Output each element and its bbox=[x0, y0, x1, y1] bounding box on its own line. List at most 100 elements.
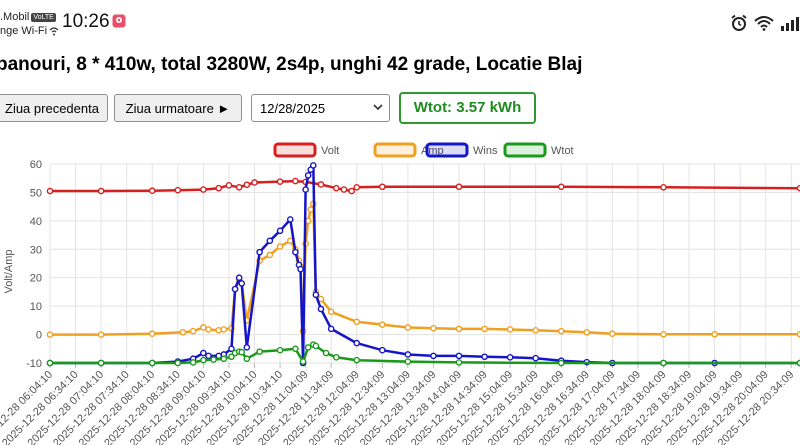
data-point-wins bbox=[215, 352, 223, 360]
data-point-amp bbox=[430, 325, 437, 332]
next-day-button[interactable]: Ziua urmatoare ► bbox=[114, 94, 242, 122]
data-point-wins bbox=[235, 274, 243, 282]
data-point-wins bbox=[238, 280, 246, 287]
data-point-amp bbox=[353, 318, 361, 326]
data-point-volt bbox=[340, 186, 348, 193]
data-point-amp bbox=[557, 327, 565, 335]
data-point-volt bbox=[235, 184, 243, 191]
data-point-wtot bbox=[238, 348, 246, 356]
data-point-volt bbox=[251, 179, 258, 186]
legend-swatch-wtot bbox=[503, 142, 547, 158]
data-point-wins bbox=[228, 345, 235, 353]
data-point-volt bbox=[225, 182, 233, 189]
data-point-wtot bbox=[243, 355, 251, 363]
data-point-wtot bbox=[353, 356, 361, 364]
data-point-wtot bbox=[210, 356, 217, 363]
data-point-amp bbox=[481, 325, 488, 333]
data-point-amp bbox=[796, 330, 800, 338]
data-point-amp bbox=[609, 330, 616, 338]
data-point-wtot bbox=[304, 344, 312, 351]
data-point-wtot bbox=[557, 359, 565, 367]
data-point-wins bbox=[430, 352, 437, 360]
data-point-volt bbox=[174, 186, 182, 194]
data-point-wtot bbox=[312, 342, 320, 350]
data-point-wins bbox=[379, 346, 386, 354]
page-title: panouri, 8 * 410w, total 3280W, 2s4p, un… bbox=[0, 54, 583, 75]
data-point-wins bbox=[200, 349, 207, 357]
data-point-wins bbox=[309, 162, 317, 169]
data-point-wtot bbox=[292, 345, 299, 353]
y-tick-label: 20 bbox=[30, 273, 42, 285]
wtot-total-display: Wtot: 3.57 kWh bbox=[399, 92, 536, 124]
data-point-amp bbox=[455, 325, 463, 333]
data-point-wins bbox=[312, 291, 320, 299]
data-point-wins bbox=[302, 186, 309, 193]
series-line-wtot bbox=[50, 343, 800, 365]
data-point-wins bbox=[205, 352, 212, 360]
data-point-amp bbox=[220, 326, 228, 333]
data-point-wins bbox=[286, 216, 294, 223]
data-point-amp bbox=[215, 327, 223, 334]
data-point-volt bbox=[46, 187, 54, 195]
data-point-amp bbox=[379, 321, 386, 328]
y-tick-label: 10 bbox=[30, 301, 42, 313]
data-point-wtot bbox=[189, 359, 197, 366]
y-tick-label: 30 bbox=[30, 244, 42, 256]
legend-label-volt: Volt bbox=[321, 145, 339, 157]
data-point-wins bbox=[327, 325, 335, 333]
data-point-wtot bbox=[796, 359, 800, 367]
data-point-amp bbox=[46, 331, 54, 338]
y-tick-label: 50 bbox=[30, 187, 42, 199]
data-point-wtot bbox=[228, 353, 235, 361]
status-bar: .Mobil VoLTE nge Wi-Fi 10:26 bbox=[0, 0, 800, 44]
data-point-wins bbox=[532, 354, 539, 362]
data-point-wins bbox=[231, 285, 239, 293]
data-point-amp bbox=[97, 331, 105, 338]
data-point-amp bbox=[583, 328, 591, 336]
data-point-wins bbox=[455, 352, 463, 360]
data-point-volt bbox=[243, 181, 251, 189]
data-point-wtot bbox=[174, 359, 182, 367]
data-point-volt bbox=[660, 184, 667, 191]
data-point-volt bbox=[379, 183, 386, 191]
data-point-wtot bbox=[404, 358, 412, 365]
data-point-wins bbox=[292, 248, 299, 256]
data-point-volt bbox=[348, 187, 355, 195]
data-point-wtot bbox=[332, 354, 340, 361]
y-tick-label: 0 bbox=[36, 330, 42, 342]
data-point-wins bbox=[404, 351, 412, 358]
legend-swatch-wins bbox=[425, 142, 469, 158]
carrier-info: .Mobil VoLTE nge Wi-Fi bbox=[0, 10, 59, 38]
data-point-wtot bbox=[299, 358, 307, 365]
data-point-wins bbox=[317, 305, 325, 313]
y-axis-label: Volt/Amp bbox=[3, 249, 15, 293]
data-point-volt bbox=[332, 184, 340, 192]
y-tick-label: 60 bbox=[30, 159, 42, 171]
legend-swatch-amp bbox=[373, 142, 417, 158]
previous-day-button[interactable]: Ziua precedenta bbox=[0, 94, 108, 122]
legend-label-wtot: Wtot bbox=[551, 145, 574, 157]
data-point-wtot bbox=[97, 359, 105, 367]
wifi-call-icon bbox=[49, 26, 59, 36]
data-point-wins bbox=[481, 353, 488, 361]
data-point-amp bbox=[148, 330, 156, 338]
data-point-amp bbox=[404, 324, 412, 331]
data-point-amp bbox=[327, 308, 335, 316]
data-point-volt bbox=[796, 184, 800, 192]
data-point-wins bbox=[304, 172, 312, 179]
data-point-amp bbox=[179, 328, 187, 336]
data-point-volt bbox=[215, 184, 223, 192]
data-point-wtot bbox=[455, 359, 463, 366]
legend-swatch-volt bbox=[273, 142, 317, 158]
data-point-wins bbox=[506, 354, 514, 361]
data-point-amp bbox=[532, 327, 539, 334]
legend-label-wins: Wins bbox=[473, 145, 498, 157]
date-select[interactable]: 12/28/2025 bbox=[251, 94, 390, 122]
data-point-volt bbox=[353, 184, 361, 191]
data-point-wtot bbox=[276, 346, 284, 354]
data-point-amp bbox=[205, 326, 212, 333]
date-value: 12/28/2025 bbox=[260, 101, 326, 116]
y-tick-label: -10 bbox=[26, 358, 42, 370]
signal-icon bbox=[781, 17, 799, 31]
data-point-wins bbox=[243, 344, 251, 351]
